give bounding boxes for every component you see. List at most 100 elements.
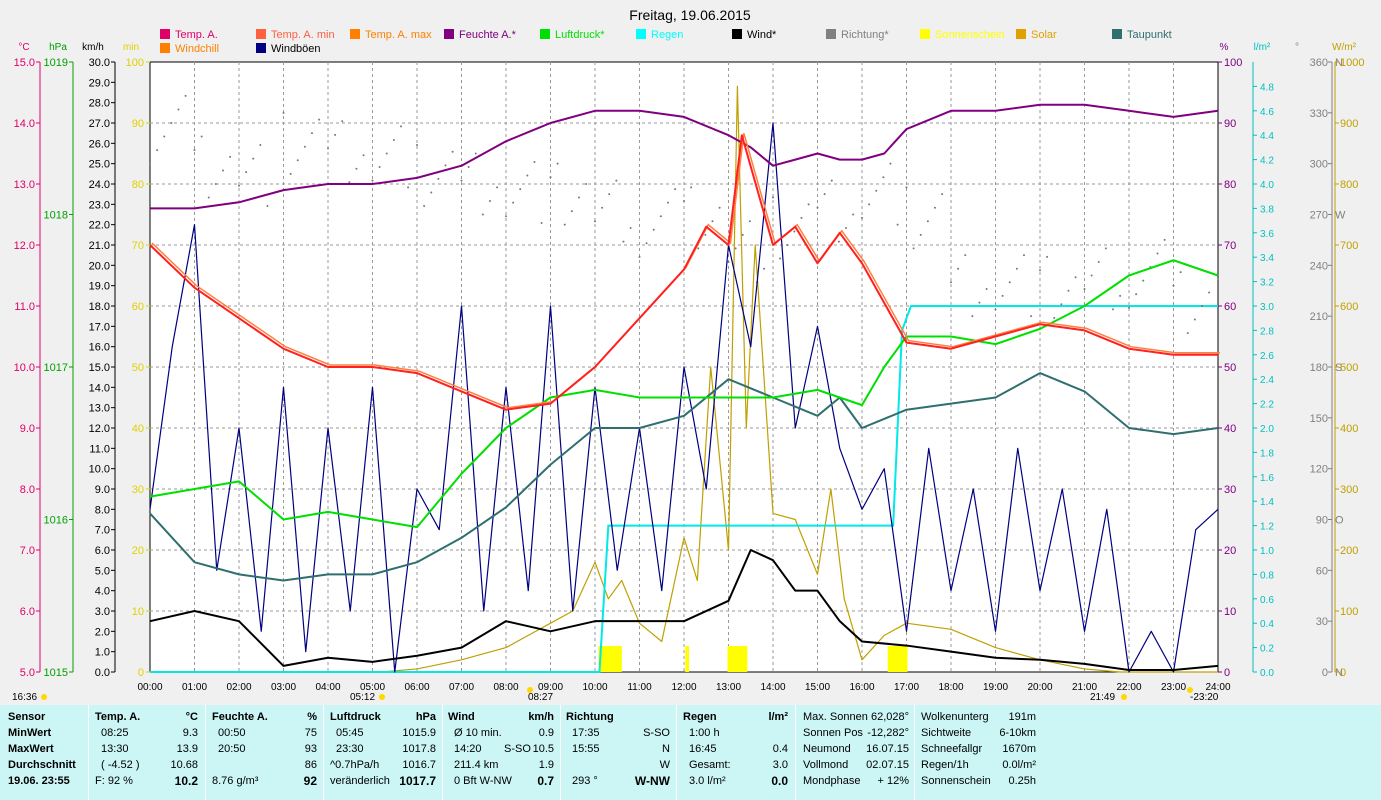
direction-dot [385, 152, 388, 155]
stats-time: 00:50 [218, 727, 246, 739]
temp-axis-unit: °C [18, 42, 29, 53]
series-line-feuchtea [150, 103, 1219, 210]
sun-icon [1121, 694, 1127, 700]
x-tick-label: 09:00 [538, 682, 563, 693]
direction-dot [355, 167, 358, 170]
direction-tick-label: 150 [1310, 413, 1328, 425]
wind-tick-label: 19.0 [89, 281, 110, 293]
stats-current: 0.0 [771, 774, 788, 788]
series-line-rain [150, 305, 1218, 673]
astro-value: 62,028° [870, 711, 909, 723]
stats-value: 93 [304, 743, 317, 755]
direction-dot [156, 149, 159, 152]
legend-swatch [732, 29, 742, 39]
stats-value: 1.9 [538, 759, 554, 771]
direction-dot [416, 144, 418, 147]
direction-dot [474, 152, 477, 155]
direction-dot [318, 118, 321, 121]
direction-dot [1104, 247, 1107, 250]
direction-dot [1156, 252, 1159, 255]
wind-tick-label: 20.0 [89, 260, 110, 272]
humidity-tick-label: 0 [1224, 667, 1230, 679]
direction-dot [229, 155, 232, 158]
marker-time-moon: -23:20 [1190, 692, 1219, 703]
wind-tick-label: 23.0 [89, 199, 110, 211]
direction-dot [214, 183, 217, 185]
direction-dot [786, 244, 789, 246]
direction-dot [1074, 276, 1077, 279]
direction-dot [629, 227, 632, 230]
humidity-tick-label: 90 [1224, 118, 1236, 130]
direction-dot [327, 147, 329, 150]
x-tick-label: 18:00 [938, 682, 963, 693]
wind-tick-label: 15.0 [89, 362, 110, 374]
direction-dot [964, 254, 967, 257]
direction-dot [585, 183, 588, 185]
wind-tick-label: 13.0 [89, 403, 110, 415]
direction-dot [310, 132, 313, 135]
x-tick-label: 12:00 [671, 682, 696, 693]
direction-dot [734, 247, 737, 250]
stats-feuchte-col: Feuchte A.% 00:50 75 20:50 93 86 8.76 g/m³… [212, 709, 317, 789]
direction-dot [1053, 316, 1056, 319]
legend-label: Temp. A. min [271, 29, 335, 41]
direction-dot [1067, 289, 1070, 292]
direction-dot [1172, 284, 1175, 287]
x-tick-label: 19:00 [983, 682, 1008, 693]
solar-tick-label: 300 [1340, 484, 1358, 496]
rain-tick-label: 2.6 [1260, 351, 1274, 362]
solar-tick-label: 700 [1340, 240, 1358, 252]
pressure-axis-unit: hPa [49, 42, 67, 53]
legend-swatch [826, 29, 836, 39]
direction-dot [437, 177, 440, 180]
direction-tick-label: 180 [1310, 362, 1328, 374]
humidity-tick-label: 40 [1224, 423, 1236, 435]
stats-astro-col: Max. Sonnen 62,028° Sonnen Pos -12,282° Ne… [803, 709, 909, 789]
compass-label: O [1335, 515, 1344, 527]
x-tick-label: 05:00 [360, 682, 385, 693]
wind-axis-unit: km/h [82, 42, 104, 53]
temp-tick-label: 8.0 [20, 484, 35, 496]
solar-tick-label: 0 [1340, 667, 1346, 679]
x-tick-label: 02:00 [226, 682, 251, 693]
legend-label: Regen [651, 29, 683, 41]
direction-dot [912, 247, 915, 250]
temp-tick-label: 11.0 [14, 301, 35, 313]
rain-tick-label: 0.2 [1260, 644, 1274, 655]
stats-temp-col: Temp. A. °C 08:25 9.3 13:30 13.9 ( -4.52 ) 1… [95, 709, 198, 789]
rain-tick-label: 4.2 [1260, 156, 1274, 167]
x-tick-label: 23:00 [1161, 682, 1186, 693]
wind-tick-label: 24.0 [89, 179, 110, 191]
humidity-tick-label: 60 [1224, 301, 1236, 313]
direction-dot [1111, 308, 1114, 311]
x-tick-label: 24:00 [1205, 682, 1230, 693]
direction-dot [800, 216, 803, 219]
stats-unit: l/m² [768, 711, 788, 723]
minutes-tick-label: 90 [132, 118, 144, 130]
divider [914, 705, 915, 800]
direction-dot [303, 145, 306, 148]
legend-swatch [350, 29, 360, 39]
x-tick-label: 20:00 [1027, 682, 1052, 693]
direction-tick-label: 0 [1322, 667, 1328, 679]
direction-dot [868, 203, 871, 206]
legend-label: Luftdruck* [555, 29, 605, 41]
direction-tick-label: 210 [1310, 311, 1328, 323]
legend-swatch [636, 29, 646, 39]
wind-tick-label: 18.0 [89, 301, 110, 313]
x-tick-label: 08:00 [493, 682, 518, 693]
rain-tick-label: 0.4 [1260, 619, 1274, 630]
direction-dot [638, 255, 641, 258]
direction-dot [259, 144, 262, 147]
direction-dot [683, 199, 685, 202]
solar-axis-unit: W/m² [1332, 42, 1357, 53]
direction-dot [793, 230, 796, 233]
direction-axis-unit: ° [1295, 42, 1299, 53]
direction-dot [816, 206, 819, 209]
direction-dot [392, 138, 395, 141]
solar-tick-label: 100 [1340, 606, 1358, 618]
direction-dot [645, 242, 648, 245]
direction-dot [170, 122, 173, 124]
direction-dot [488, 199, 491, 202]
compass-label: N [1335, 57, 1343, 69]
